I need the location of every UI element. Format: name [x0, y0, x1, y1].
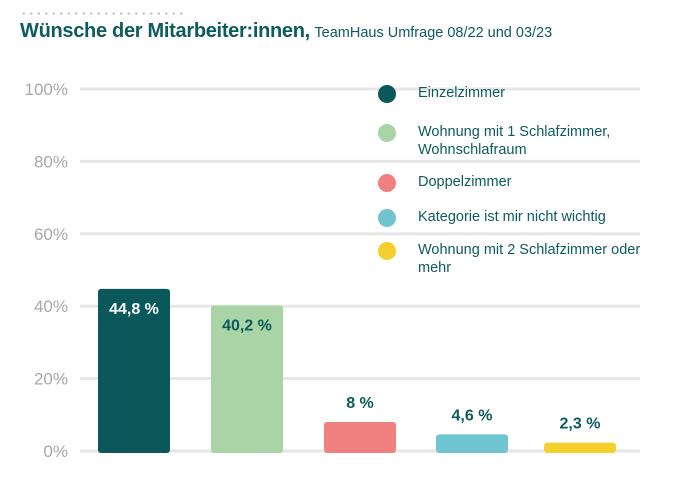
legend-item: Kategorie ist mir nicht wichtig [378, 208, 668, 227]
decorative-dots [20, 12, 185, 15]
legend-item: Einzelzimmer [378, 84, 668, 103]
chart-title: Wünsche der Mitarbeiter:innen, TeamHaus … [20, 20, 552, 43]
legend: Einzelzimmer Wohnung mit 1 Schlafzimmer, … [378, 84, 668, 277]
legend-label: Wohnung mit 2 Schlafzimmer oder mehr [418, 242, 641, 276]
data-label: 44,8 % [109, 301, 159, 318]
data-label: 4,6 % [452, 407, 493, 424]
legend-swatch [378, 242, 396, 260]
legend-item: Wohnung mit 1 Schlafzimmer, Wohnschlafra… [378, 123, 668, 159]
legend-item: Doppelzimmer [378, 173, 668, 192]
data-label: 2,3 % [560, 416, 601, 433]
bar [324, 422, 396, 453]
y-tick-label: 40% [34, 297, 68, 316]
title-subtitle: TeamHaus Umfrage 08/22 und 03/23 [314, 25, 553, 41]
bar [98, 288, 170, 453]
legend-swatch [378, 85, 396, 103]
legend-label: Wohnung mit 1 Schlafzimmer, Wohnschlafra… [418, 124, 611, 158]
y-tick-label: 100% [25, 80, 68, 99]
legend-label: Doppelzimmer [418, 174, 512, 190]
legend-swatch [378, 174, 396, 192]
data-label: 8 % [346, 395, 374, 412]
legend-swatch [378, 124, 396, 142]
data-label: 40,2 % [222, 317, 272, 334]
y-tick-label: 80% [34, 152, 68, 171]
bar [436, 434, 508, 453]
legend-swatch [378, 209, 396, 227]
bar [211, 305, 283, 453]
y-tick-label: 20% [34, 370, 68, 389]
legend-label: Einzelzimmer [418, 85, 506, 101]
y-tick-label: 60% [34, 225, 68, 244]
bar [544, 442, 616, 453]
title-main: Wünsche der Mitarbeiter:innen, [20, 20, 310, 42]
legend-label: Kategorie ist mir nicht wichtig [418, 209, 606, 225]
y-tick-label: 0% [43, 442, 68, 461]
legend-item: Wohnung mit 2 Schlafzimmer oder mehr [378, 241, 668, 277]
